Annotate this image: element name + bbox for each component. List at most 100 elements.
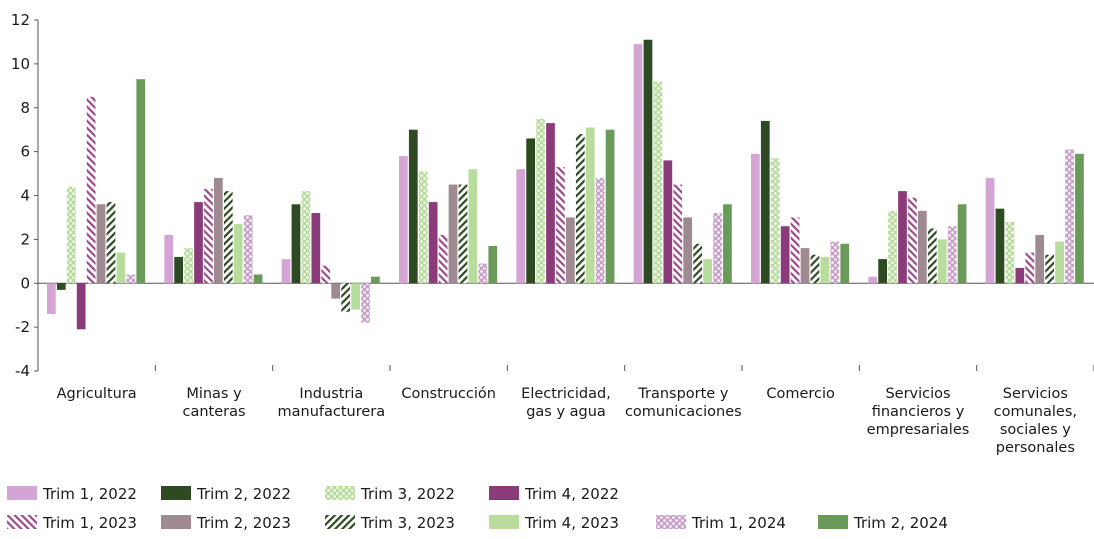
bar-trim-2-2024	[723, 204, 732, 284]
x-category-label: Electricidad, gas y agua	[521, 386, 611, 420]
bar-trim-3-2022	[301, 191, 311, 284]
bar-trim-2-2023	[918, 210, 927, 284]
legend-label: Trim 1, 2024	[691, 514, 786, 532]
bar-trim-3-2023	[1045, 254, 1054, 284]
bar-trim-1-2023	[1025, 252, 1035, 284]
bar-trim-1-2024	[830, 241, 840, 284]
y-tick-label: -4	[15, 362, 30, 380]
x-category-label: Transporte y comunicaciones	[625, 386, 742, 420]
legend-swatch	[161, 486, 191, 500]
bar-trim-3-2022	[418, 171, 428, 284]
bar-trim-2-2022	[995, 208, 1005, 284]
bar-trim-2-2023	[1035, 234, 1045, 284]
bar-trim-2-2023	[800, 248, 810, 284]
bar-trim-3-2022	[1005, 221, 1015, 284]
bar-trim-2-2022	[878, 259, 887, 284]
bar-trim-4-2023	[233, 224, 243, 284]
bar-trim-1-2023	[204, 188, 213, 284]
bar-trim-2-2022	[643, 39, 653, 284]
y-tick-label: 2	[20, 230, 30, 248]
bar-trim-4-2023	[116, 252, 126, 284]
bar-trim-1-2024	[243, 215, 253, 284]
legend-swatch	[7, 486, 37, 500]
bar-trim-2-2022	[760, 120, 770, 284]
bar-trim-3-2023	[458, 184, 468, 284]
bar-trim-2-2023	[214, 177, 223, 284]
bar-trim-3-2023	[575, 134, 585, 284]
bar-trim-1-2023	[908, 197, 917, 284]
bar-trim-2-2024	[253, 274, 263, 284]
bar-trim-4-2023	[820, 256, 830, 284]
bar-trim-2-2023	[331, 283, 341, 299]
bar-trim-2-2022	[56, 283, 66, 290]
bar-trim-1-2023	[438, 234, 448, 284]
bar-trim-4-2022	[898, 191, 907, 284]
bar-trim-2-2022	[174, 256, 183, 284]
bar-trim-1-2022	[985, 177, 995, 284]
bar-trim-1-2022	[164, 234, 174, 284]
bars	[47, 39, 1084, 330]
bar-trim-2-2023	[96, 204, 106, 284]
legend-label: Trim 2, 2024	[853, 514, 948, 532]
bar-trim-4-2022	[76, 283, 86, 330]
bar-trim-2-2023	[683, 217, 693, 284]
legend-swatch	[325, 486, 355, 500]
legend-swatch	[7, 515, 37, 529]
legend-swatch	[656, 515, 686, 529]
bar-trim-1-2022	[399, 156, 408, 284]
bar-trim-2-2024	[1075, 153, 1084, 284]
legend-swatch	[489, 515, 519, 529]
y-tick-label: 0	[20, 274, 30, 292]
bar-trim-3-2023	[927, 228, 937, 284]
legend-swatch	[161, 515, 191, 529]
bar-trim-2-2024	[840, 243, 850, 284]
bar-trim-1-2024	[478, 263, 488, 284]
bar-trim-3-2022	[770, 158, 780, 284]
category-labels: Agricultura Minas y canteras Industria manuf…	[57, 386, 1077, 456]
bar-trim-1-2023	[86, 96, 96, 284]
bar-trim-3-2022	[888, 210, 897, 284]
bar-trim-2-2024	[488, 245, 498, 284]
bar-trim-1-2024	[713, 213, 722, 284]
x-category-label: Minas y canteras	[182, 386, 245, 420]
bar-trim-4-2023	[585, 127, 595, 284]
bar-trim-1-2024	[126, 274, 136, 284]
y-tick-label: 4	[20, 187, 30, 205]
bar-trim-3-2023	[341, 283, 350, 312]
bar-trim-4-2022	[546, 123, 555, 284]
bar-trim-2-2024	[605, 129, 615, 284]
y-tick-label: 6	[20, 143, 30, 161]
bar-trim-3-2022	[66, 186, 76, 284]
bar-trim-1-2024	[1065, 149, 1074, 284]
bar-trim-1-2022	[751, 153, 760, 284]
x-category-label: Servicios comunales, sociales y personales	[994, 386, 1077, 456]
bar-trim-1-2024	[947, 226, 957, 284]
bar-trim-4-2023	[937, 239, 947, 284]
legend-label: Trim 3, 2023	[360, 514, 455, 532]
bar-trim-4-2023	[351, 283, 360, 310]
legend-swatch	[325, 515, 355, 529]
legend-swatch	[818, 515, 848, 529]
bar-trim-1-2023	[321, 265, 331, 284]
x-category-label: Industria manufacturera	[278, 386, 386, 420]
bar-trim-1-2022	[281, 259, 291, 284]
bar-trim-3-2023	[106, 202, 116, 284]
bar-trim-2-2024	[957, 204, 967, 284]
bar-trim-3-2022	[184, 248, 193, 284]
x-category-label: Agricultura	[57, 386, 137, 402]
bar-trim-4-2022	[1015, 267, 1025, 284]
legend-label: Trim 2, 2023	[196, 514, 291, 532]
bar-trim-4-2023	[703, 259, 712, 284]
bar-trim-1-2023	[673, 184, 683, 284]
bar-trim-4-2022	[663, 160, 673, 284]
bar-trim-4-2023	[468, 169, 478, 284]
bar-trim-4-2022	[428, 202, 438, 284]
bar-trim-1-2023	[556, 166, 565, 284]
legend-swatch	[489, 486, 519, 500]
bar-trim-3-2022	[653, 81, 663, 284]
bar-trim-2-2023	[448, 184, 458, 284]
legend-label: Trim 2, 2022	[196, 485, 291, 503]
bar-trim-2-2022	[291, 204, 301, 284]
bar-trim-4-2022	[311, 213, 321, 284]
bar-trim-3-2023	[810, 254, 820, 284]
